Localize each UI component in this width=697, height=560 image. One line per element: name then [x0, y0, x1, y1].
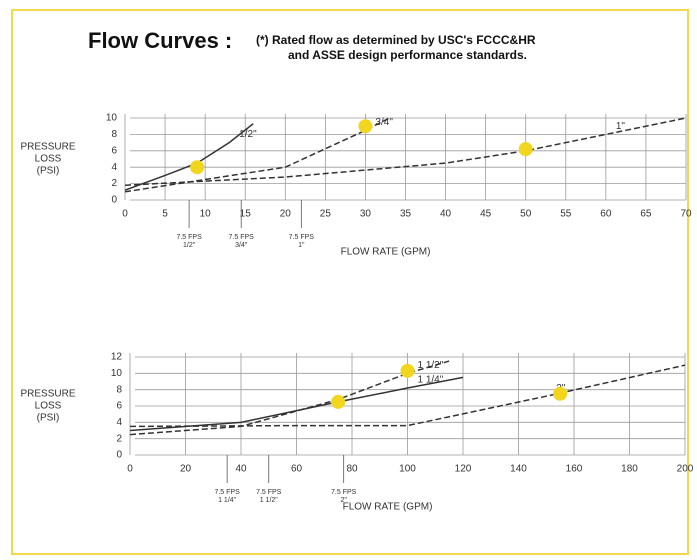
annotation: 7.5 FPS: [229, 234, 255, 241]
y-axis-label: PRESSURE: [20, 142, 75, 153]
x-tick-label: 120: [455, 464, 472, 475]
y-axis-label: PRESSURE: [20, 389, 75, 400]
y-tick-label: 2: [116, 433, 122, 444]
x-tick-label: 70: [680, 209, 692, 220]
x-tick-label: 140: [510, 464, 527, 475]
y-axis-label: (PSI): [37, 413, 60, 424]
rated-point: [553, 386, 568, 401]
y-tick-label: 2: [111, 178, 117, 189]
series-label: 1/2": [239, 129, 257, 140]
x-tick-label: 5: [162, 209, 168, 220]
series-line: [129, 364, 686, 428]
y-tick-label: 8: [116, 384, 122, 395]
series-label: 1": [616, 121, 626, 132]
x-tick-label: 160: [566, 464, 583, 475]
annotation: 7.5 FPS: [176, 234, 202, 241]
y-axis-label: LOSS: [35, 401, 62, 412]
x-tick-label: 40: [440, 209, 452, 220]
annotation: 1/2": [183, 242, 196, 249]
rated-point: [331, 394, 346, 409]
x-axis-label: FLOW RATE (GPM): [341, 247, 431, 258]
annotation: 1 1/4": [218, 497, 237, 504]
x-tick-label: 200: [677, 464, 694, 475]
annotation: 7.5 FPS: [289, 234, 315, 241]
x-tick-label: 60: [600, 209, 612, 220]
annotation: 2": [340, 497, 347, 504]
annotation: 3/4": [235, 242, 248, 249]
rated-point: [358, 119, 373, 134]
x-tick-label: 50: [520, 209, 532, 220]
x-tick-label: 0: [122, 209, 128, 220]
series-line: [124, 117, 390, 193]
series-line: [124, 117, 687, 186]
annotation: 7.5 FPS: [214, 489, 240, 496]
frame: [11, 9, 689, 555]
annotation: 7.5 FPS: [256, 489, 282, 496]
series-label: 3/4": [375, 117, 393, 128]
note: and ASSE design performance standards.: [288, 48, 527, 62]
note: (*) Rated flow as determined by USC's FC…: [256, 33, 536, 47]
x-tick-label: 180: [621, 464, 638, 475]
y-tick-label: 0: [111, 195, 117, 206]
x-tick-label: 10: [200, 209, 212, 220]
x-tick-label: 20: [180, 464, 192, 475]
x-tick-label: 30: [360, 209, 372, 220]
x-tick-label: 20: [280, 209, 292, 220]
series-label: 1 1/4": [418, 375, 444, 386]
y-axis-label: (PSI): [37, 166, 60, 177]
x-tick-label: 0: [127, 464, 133, 475]
y-tick-label: 0: [116, 450, 122, 461]
y-tick-label: 10: [111, 368, 123, 379]
y-tick-label: 6: [116, 401, 122, 412]
rated-point: [400, 363, 415, 378]
y-tick-label: 4: [111, 162, 117, 173]
x-tick-label: 35: [400, 209, 412, 220]
x-axis-label: FLOW RATE (GPM): [343, 502, 433, 513]
title: Flow Curves :: [88, 28, 232, 53]
x-tick-label: 25: [320, 209, 332, 220]
x-tick-label: 60: [291, 464, 303, 475]
y-tick-label: 8: [111, 129, 117, 140]
x-tick-label: 45: [480, 209, 492, 220]
y-tick-label: 10: [106, 113, 118, 124]
rated-point: [190, 160, 205, 175]
annotation: 1": [298, 242, 305, 249]
y-tick-label: 12: [111, 352, 123, 363]
x-tick-label: 55: [560, 209, 572, 220]
x-tick-label: 80: [346, 464, 358, 475]
x-tick-label: 65: [640, 209, 652, 220]
x-tick-label: 40: [235, 464, 247, 475]
rated-point: [518, 142, 533, 157]
y-tick-label: 6: [111, 145, 117, 156]
y-tick-label: 4: [116, 417, 122, 428]
x-tick-label: 15: [240, 209, 252, 220]
annotation: 7.5 FPS: [331, 489, 357, 496]
series-label: 1 1/2": [418, 360, 444, 371]
annotation: 1 1/2": [260, 497, 279, 504]
y-axis-label: LOSS: [35, 154, 62, 165]
x-tick-label: 100: [399, 464, 416, 475]
